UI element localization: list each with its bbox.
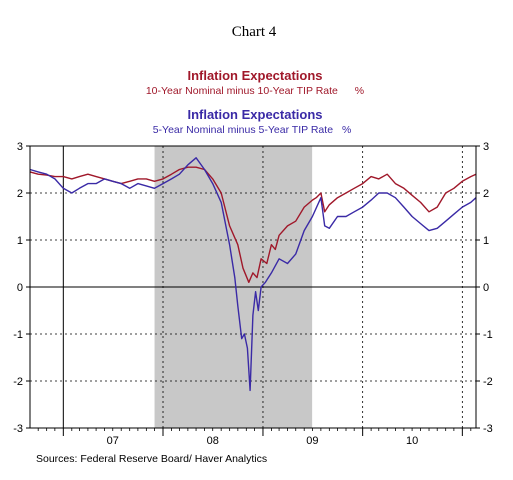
- y-tick-label-right: -3: [483, 423, 493, 435]
- series-2-subtitle-line: 5-Year Nominal minus 5-Year TIP Rate %: [153, 124, 352, 136]
- y-tick-label-right: 0: [483, 282, 489, 294]
- grid-lines: [30, 146, 476, 428]
- series-2-subtitle: 5-Year Nominal minus 5-Year TIP Rate: [153, 124, 334, 136]
- y-tick-label-left: 1: [17, 235, 23, 247]
- series-1-title: Inflation Expectations: [187, 68, 322, 83]
- y-tick-label-right: 2: [483, 188, 489, 200]
- y-tick-label-right: -2: [483, 376, 493, 388]
- series-1-unit: %: [355, 85, 364, 97]
- chart-title: Chart 4: [232, 24, 277, 40]
- series-1-subtitle: 10-Year Nominal minus 10-Year TIP Rate: [146, 85, 338, 97]
- y-tick-label-right: -1: [483, 329, 493, 341]
- y-axis-labels: 3 3 2 2 1 1 0 0 -1 -1 -2 -2 -3 -3: [13, 141, 493, 435]
- series-2-unit: %: [342, 124, 351, 136]
- plot-frame: [29, 145, 477, 429]
- y-tick-label-right: 3: [483, 141, 489, 153]
- y-tick-label-left: -3: [13, 423, 23, 435]
- x-tick-label: 07: [107, 435, 119, 447]
- series-lines: [29, 157, 477, 392]
- y-tick-label-left: 2: [17, 188, 23, 200]
- y-tick-label-left: -2: [13, 376, 23, 388]
- y-tick-label-left: -1: [13, 329, 23, 341]
- y-tick-label-right: 1: [483, 235, 489, 247]
- x-tick-label: 09: [306, 435, 318, 447]
- x-tick-label: 08: [207, 435, 219, 447]
- source-note: Sources: Federal Reserve Board/ Haver An…: [36, 453, 267, 465]
- x-axis-labels: 07 08 09 10: [107, 435, 419, 447]
- series-line-2: [29, 157, 477, 392]
- y-tick-label-left: 3: [17, 141, 23, 153]
- x-tick-label: 10: [406, 435, 418, 447]
- y-tick-label-left: 0: [17, 282, 23, 294]
- series-2-title: Inflation Expectations: [187, 107, 322, 122]
- series-1-subtitle-line: 10-Year Nominal minus 10-Year TIP Rate %: [146, 85, 364, 97]
